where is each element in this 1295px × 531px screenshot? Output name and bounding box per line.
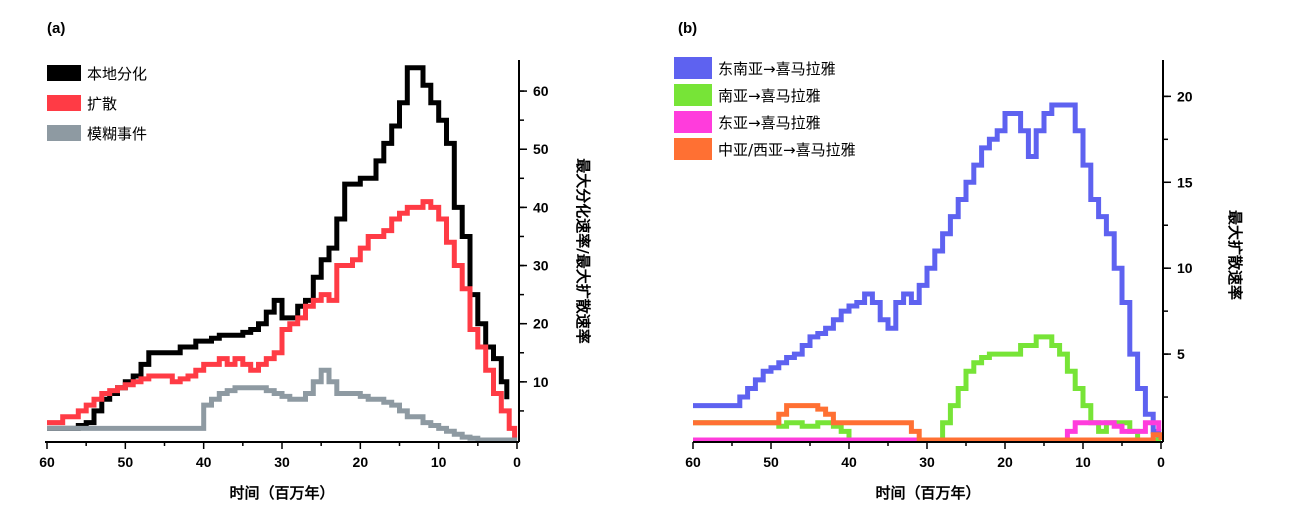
panel-b-x-axis-label: 时间（百万年） bbox=[875, 484, 980, 502]
panel-a-x-tick-label-0: 60 bbox=[39, 454, 55, 470]
panel-a-legend-swatch-0 bbox=[47, 65, 81, 81]
panel-b-series-line-2 bbox=[693, 420, 1162, 443]
panel-b-y-tick-label-0: 5 bbox=[1177, 346, 1185, 362]
panel-b-label: (b) bbox=[678, 20, 697, 37]
panel-a-y-tick-label-5: 60 bbox=[533, 83, 549, 99]
panel-b-y-tick-label-1: 10 bbox=[1177, 260, 1193, 276]
panel-b-series bbox=[693, 102, 1164, 443]
panel-b-legend-label-0: 东南亚→喜马拉雅 bbox=[718, 60, 836, 78]
panel-b-legend-label-1: 南亚→喜马拉雅 bbox=[718, 87, 821, 105]
panel-b-y-tick-label-2: 15 bbox=[1177, 174, 1193, 190]
panel-b-legend-swatch-0 bbox=[674, 57, 712, 79]
panel-b-series-line-3 bbox=[693, 403, 1164, 443]
panel-a-y-axis-label: 最大分化速率/最大扩散速率 bbox=[574, 158, 592, 343]
panel-a-series-line-1 bbox=[47, 199, 518, 440]
panel-a-x-tick-label-5: 10 bbox=[431, 454, 447, 470]
panel-b-legend-swatch-1 bbox=[674, 84, 712, 106]
panel-a-x-axis-label: 时间（百万年） bbox=[229, 484, 334, 502]
panel-a-x-ticks: 60 50 40 30 20 10 0 bbox=[39, 442, 521, 470]
panel-b-x-tick-label-5: 10 bbox=[1075, 454, 1091, 470]
panel-b-legend-swatch-3 bbox=[674, 138, 712, 160]
panel-a-x-tick-label-4: 20 bbox=[353, 454, 369, 470]
panel-b-legend-swatch-2 bbox=[674, 111, 712, 133]
panel-a-y-tick-label-2: 30 bbox=[533, 258, 549, 274]
panel-b-x-tick-label-6: 0 bbox=[1157, 454, 1165, 470]
panel-b-y-ticks: 5 10 15 20 bbox=[1163, 88, 1193, 398]
panel-b-legend-label-3: 中亚/西亚→喜马拉雅 bbox=[718, 141, 856, 159]
panel-a-legend-swatch-1 bbox=[47, 95, 81, 111]
panel-a-y-tick-label-1: 20 bbox=[533, 316, 549, 332]
panel-a-y-tick-label-3: 40 bbox=[533, 199, 549, 215]
panel-a-legend-label-2: 模糊事件 bbox=[87, 125, 147, 143]
panel-a-legend-swatch-2 bbox=[47, 125, 81, 141]
panel-b-x-tick-label-1: 50 bbox=[763, 454, 779, 470]
panel-a-legend-label-0: 本地分化 bbox=[87, 65, 147, 83]
panel-b-x-ticks: 60 50 40 30 20 10 0 bbox=[685, 442, 1165, 470]
panel-b-x-tick-label-0: 60 bbox=[685, 454, 701, 470]
panel-b-series-line-1 bbox=[693, 334, 1161, 443]
panel-b-x-tick-label-4: 20 bbox=[997, 454, 1013, 470]
panel-b-x-tick-label-3: 30 bbox=[919, 454, 935, 470]
panel-a-x-tick-label-2: 40 bbox=[196, 454, 212, 470]
panel-a-series-line-0 bbox=[47, 65, 510, 431]
panel-a-label: (a) bbox=[47, 20, 65, 37]
panel-a-legend-label-1: 扩散 bbox=[87, 95, 117, 113]
panel-a-x-tick-label-3: 30 bbox=[274, 454, 290, 470]
panel-b-series-line-0 bbox=[693, 102, 1162, 440]
panel-a-x-tick-label-6: 0 bbox=[513, 454, 521, 470]
panel-b-legend-label-2: 东亚→喜马拉雅 bbox=[718, 114, 821, 132]
panel-a-x-tick-label-1: 50 bbox=[118, 454, 134, 470]
panel-b-y-axis-label: 最大扩散速率 bbox=[1226, 210, 1244, 300]
panel-a-series bbox=[47, 65, 518, 443]
panel-a-y-ticks: 10 20 30 40 50 60 bbox=[519, 83, 549, 412]
panel-a-series-line-2 bbox=[47, 367, 517, 443]
panel-b-y-tick-label-3: 20 bbox=[1177, 88, 1193, 104]
panel-a-y-tick-label-0: 10 bbox=[533, 374, 549, 390]
panel-b-x-tick-label-2: 40 bbox=[841, 454, 857, 470]
panel-a-y-tick-label-4: 50 bbox=[533, 141, 549, 157]
